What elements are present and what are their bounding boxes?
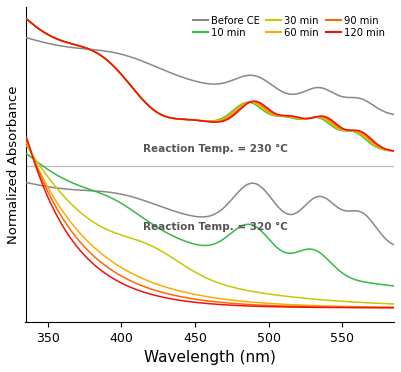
Text: Reaction Temp. = 230 °C: Reaction Temp. = 230 °C — [144, 144, 288, 154]
Text: Reaction Temp. = 320 °C: Reaction Temp. = 320 °C — [144, 222, 288, 232]
Legend: Before CE, 10 min, 30 min, 60 min, 90 min, 120 min: Before CE, 10 min, 30 min, 60 min, 90 mi… — [188, 12, 389, 42]
Y-axis label: Normalized Absorbance: Normalized Absorbance — [7, 85, 20, 244]
X-axis label: Wavelength (nm): Wavelength (nm) — [144, 350, 276, 365]
